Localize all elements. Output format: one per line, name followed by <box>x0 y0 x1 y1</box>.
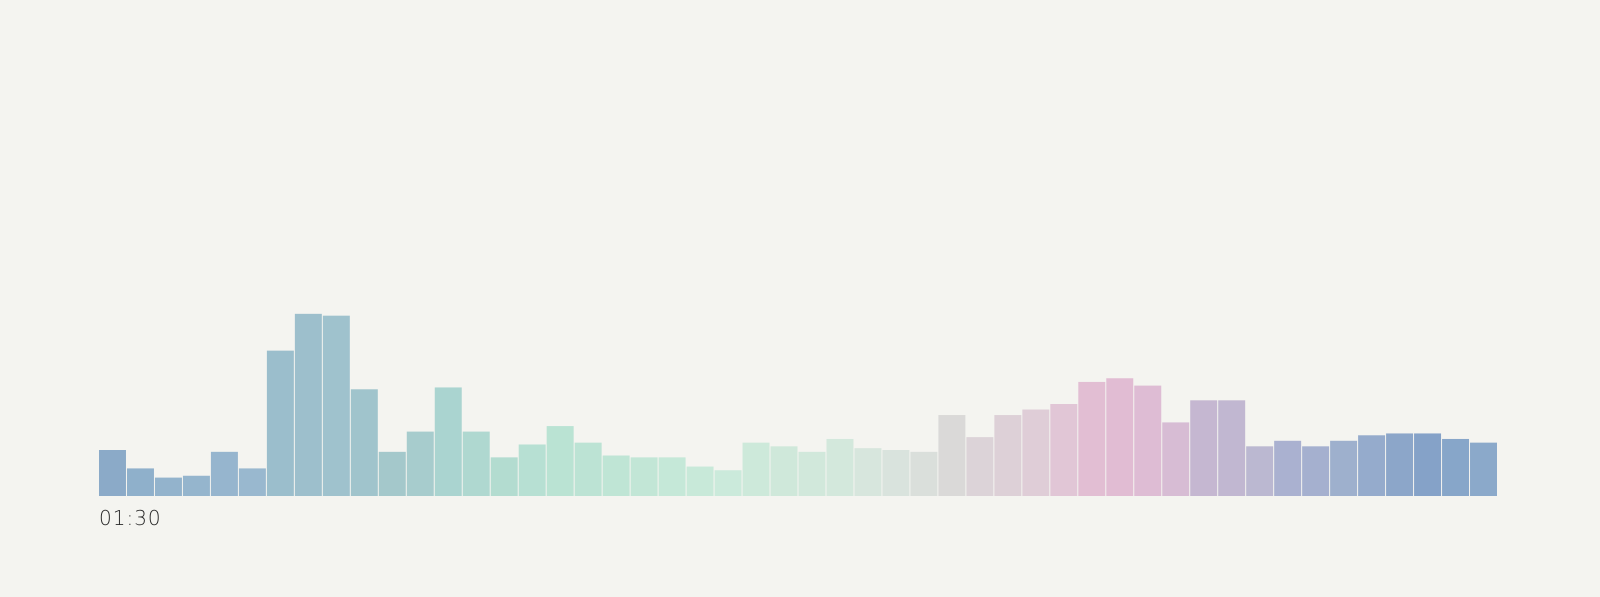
bar-17 <box>546 426 574 496</box>
bar-5 <box>210 451 238 496</box>
bar-38 <box>1134 385 1162 496</box>
bar-43 <box>1274 440 1302 496</box>
bar-10 <box>350 389 378 496</box>
bars-group <box>99 313 1497 496</box>
bar-13 <box>434 387 462 496</box>
bar-45 <box>1330 440 1358 496</box>
bar-9 <box>322 315 350 496</box>
bar-47 <box>1386 433 1414 496</box>
bar-4 <box>182 475 210 496</box>
bar-44 <box>1302 446 1330 496</box>
bar-46 <box>1358 435 1386 496</box>
bar-42 <box>1246 446 1274 496</box>
bar-27 <box>826 438 854 496</box>
bar-18 <box>574 442 602 496</box>
bar-20 <box>630 457 658 496</box>
bar-26 <box>798 451 826 496</box>
bar-36 <box>1078 381 1106 496</box>
bar-19 <box>602 455 630 496</box>
bar-8 <box>294 313 322 496</box>
bar-35 <box>1050 404 1078 496</box>
bar-2 <box>126 468 154 496</box>
bar-22 <box>686 466 714 496</box>
bar-33 <box>994 415 1022 496</box>
time-label: 01:30 <box>99 506 162 530</box>
bar-6 <box>238 468 266 496</box>
bar-14 <box>462 431 490 496</box>
bar-3 <box>154 477 182 496</box>
bar-29 <box>882 450 910 496</box>
bar-7 <box>266 350 294 496</box>
bar-30 <box>910 451 938 496</box>
bar-37 <box>1106 378 1134 496</box>
bar-41 <box>1218 400 1246 496</box>
bar-1 <box>99 450 126 496</box>
bar-21 <box>658 457 686 496</box>
bar-40 <box>1190 400 1218 496</box>
bar-34 <box>1022 409 1050 496</box>
bar-28 <box>854 448 882 496</box>
bar-12 <box>406 431 434 496</box>
bar-49 <box>1442 438 1470 496</box>
bar-48 <box>1414 433 1442 496</box>
bar-24 <box>742 442 770 496</box>
bar-50 <box>1470 442 1497 496</box>
bar-16 <box>518 444 546 496</box>
bar-25 <box>770 446 798 496</box>
bar-23 <box>714 470 742 496</box>
bar-32 <box>966 437 994 496</box>
bar-15 <box>490 457 518 496</box>
bar-31 <box>938 415 966 496</box>
bar-39 <box>1162 422 1190 496</box>
bar-11 <box>378 451 406 496</box>
